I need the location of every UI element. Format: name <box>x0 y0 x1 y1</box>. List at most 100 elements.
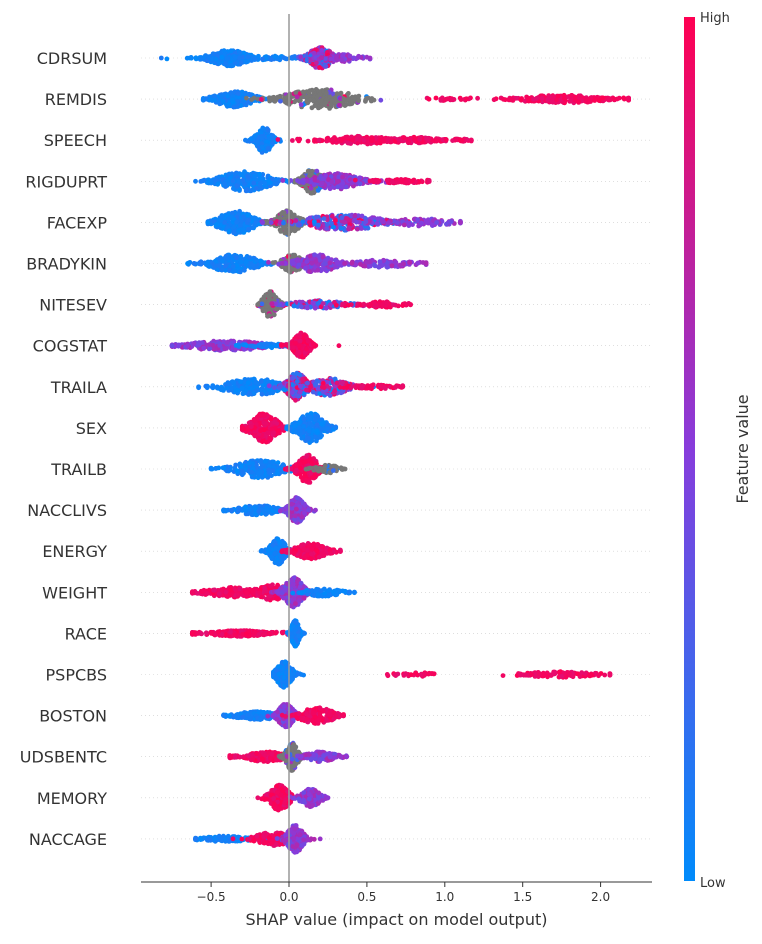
shap-point <box>617 96 622 101</box>
shap-point <box>576 100 581 105</box>
shap-point <box>170 343 175 348</box>
shap-point <box>243 138 248 143</box>
shap-point <box>323 173 328 178</box>
shap-point <box>237 55 242 60</box>
shap-point <box>290 55 295 60</box>
shap-point <box>256 54 261 59</box>
shap-point <box>370 178 375 183</box>
shap-point <box>193 179 198 184</box>
shap-point <box>302 333 307 338</box>
shap-point <box>262 181 267 186</box>
shap-point <box>260 220 265 225</box>
shap-point <box>328 261 333 266</box>
shap-point <box>518 97 523 102</box>
shap-point <box>297 351 302 356</box>
shap-point <box>303 54 308 59</box>
shap-point <box>229 341 234 346</box>
shap-point <box>340 175 345 180</box>
shap-point <box>280 261 285 266</box>
shap-point <box>259 135 264 140</box>
shap-point <box>449 219 454 224</box>
shap-point <box>329 57 334 62</box>
shap-point <box>223 264 228 269</box>
shap-point <box>319 55 324 60</box>
shap-point <box>301 180 306 185</box>
shap-point <box>234 255 239 260</box>
shap-point <box>417 137 422 142</box>
shap-point <box>269 345 274 350</box>
shap-point <box>312 139 317 144</box>
shap-point <box>385 265 390 270</box>
shap-point <box>236 228 241 233</box>
shap-point <box>346 303 351 308</box>
shap-point <box>508 97 513 102</box>
shap-point <box>278 229 283 234</box>
shap-point <box>312 51 317 56</box>
shap-point <box>220 268 225 273</box>
shap-point <box>503 97 508 102</box>
shap-point <box>305 98 310 103</box>
shap-point <box>264 341 269 346</box>
shap-point <box>212 265 217 270</box>
shap-point <box>299 102 304 107</box>
shap-point <box>368 56 373 61</box>
shap-point <box>253 216 258 221</box>
shap-point <box>307 269 312 274</box>
shap-point <box>379 263 384 268</box>
shap-point <box>260 57 265 62</box>
shap-point <box>377 138 382 143</box>
shap-point <box>317 138 322 143</box>
feature-row-speech <box>243 126 474 155</box>
shap-point <box>303 266 308 271</box>
shap-point <box>222 92 227 97</box>
shap-point <box>347 225 352 230</box>
shap-point <box>206 260 211 265</box>
shap-point <box>439 98 444 103</box>
shap-point <box>311 342 316 347</box>
shap-point <box>434 220 439 225</box>
shap-point <box>305 306 310 311</box>
shap-point <box>250 344 255 349</box>
shap-point <box>231 269 236 274</box>
shap-point <box>277 94 282 99</box>
shap-point <box>324 306 329 311</box>
shap-point <box>378 98 383 103</box>
shap-point <box>260 262 265 267</box>
shap-point <box>301 90 306 95</box>
shap-point <box>295 137 300 142</box>
shap-point <box>353 178 358 183</box>
shap-point <box>339 58 344 63</box>
shap-point <box>342 261 347 266</box>
shap-point <box>225 340 230 345</box>
shap-point <box>325 222 330 227</box>
shap-point <box>270 177 275 182</box>
shap-point <box>416 261 421 266</box>
shap-point <box>330 180 335 185</box>
feature-row-cogstat <box>170 331 341 360</box>
shap-point <box>355 227 360 232</box>
shap-point <box>269 220 274 225</box>
shap-point <box>270 302 275 307</box>
shap-point <box>227 229 232 234</box>
shap-point <box>249 97 254 102</box>
shap-point <box>324 91 329 96</box>
shap-point <box>337 343 342 348</box>
shap-point <box>231 179 236 184</box>
shap-point <box>586 98 591 103</box>
shap-point <box>312 252 317 257</box>
shap-point <box>593 96 598 101</box>
shap-point <box>283 266 288 271</box>
shap-point <box>540 96 545 101</box>
shap-point <box>258 180 263 185</box>
shap-point <box>328 102 333 107</box>
shap-point <box>243 91 248 96</box>
shap-point <box>248 189 253 194</box>
shap-point <box>304 259 309 264</box>
shap-point <box>215 182 220 187</box>
shap-point <box>606 98 611 103</box>
shap-point <box>410 179 415 184</box>
shap-point <box>224 56 229 61</box>
shap-point <box>277 303 282 308</box>
shap-point <box>338 226 343 231</box>
shap-point <box>380 219 385 224</box>
